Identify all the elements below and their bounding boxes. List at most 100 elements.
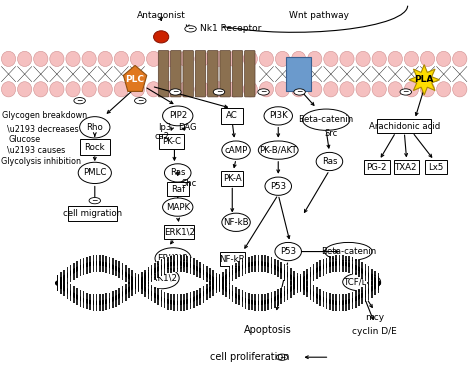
FancyBboxPatch shape [80,139,110,155]
Polygon shape [409,65,439,95]
Text: MAPK: MAPK [166,203,190,212]
Ellipse shape [195,82,209,97]
Ellipse shape [146,82,161,97]
Text: DAG: DAG [178,123,197,132]
Text: PLC: PLC [126,75,145,84]
FancyBboxPatch shape [364,160,390,174]
Ellipse shape [50,82,64,97]
Ellipse shape [420,51,435,66]
FancyBboxPatch shape [183,51,193,97]
Ellipse shape [437,82,451,97]
Text: PK-C: PK-C [162,137,181,146]
Ellipse shape [114,51,128,66]
Ellipse shape [276,354,288,360]
Text: PMLC: PMLC [83,168,107,177]
Ellipse shape [179,51,193,66]
Ellipse shape [308,82,322,97]
Ellipse shape [66,82,80,97]
Ellipse shape [213,89,225,95]
Text: TXA2: TXA2 [395,163,418,172]
Text: −: − [279,353,285,362]
Text: −: − [137,96,144,105]
Ellipse shape [308,51,322,66]
Text: P53: P53 [280,247,296,256]
Text: Rock: Rock [84,142,105,152]
Ellipse shape [259,82,273,97]
Ellipse shape [163,82,177,97]
Ellipse shape [82,51,96,66]
FancyBboxPatch shape [167,182,189,196]
Text: PIP2: PIP2 [169,111,187,120]
Text: ERK1\2: ERK1\2 [146,274,177,283]
FancyBboxPatch shape [232,51,243,97]
Ellipse shape [170,89,181,95]
Text: \u2193 causes: \u2193 causes [7,145,65,154]
Text: Ras: Ras [322,157,337,166]
Text: −: − [172,87,179,97]
Text: mcy: mcy [365,313,384,322]
Ellipse shape [89,198,100,204]
Text: Raf: Raf [171,185,185,194]
Circle shape [154,31,169,43]
Ellipse shape [82,82,96,97]
Ellipse shape [1,51,16,66]
Ellipse shape [130,51,145,66]
Text: PG-2: PG-2 [366,163,387,172]
Ellipse shape [258,89,269,95]
Text: −: − [216,87,222,97]
Text: Glycolysis inhibition: Glycolysis inhibition [1,157,81,166]
FancyBboxPatch shape [377,119,431,133]
Ellipse shape [114,82,128,97]
Ellipse shape [372,82,386,97]
Ellipse shape [74,98,85,104]
Ellipse shape [1,82,16,97]
Text: Beta-catenin: Beta-catenin [299,115,354,124]
Ellipse shape [195,51,209,66]
Ellipse shape [324,51,338,66]
Ellipse shape [98,51,112,66]
Text: NF-kB: NF-kB [219,255,245,264]
Polygon shape [123,65,147,92]
Ellipse shape [243,82,257,97]
FancyBboxPatch shape [68,206,117,221]
Text: cell proliferation: cell proliferation [210,352,290,362]
Ellipse shape [404,51,419,66]
Ellipse shape [66,51,80,66]
Text: PI3K: PI3K [269,111,288,120]
Text: Shc: Shc [182,179,197,188]
Ellipse shape [388,82,402,97]
Ellipse shape [211,82,225,97]
Ellipse shape [259,51,273,66]
Ellipse shape [340,82,354,97]
Ellipse shape [292,51,306,66]
Ellipse shape [294,89,305,95]
Ellipse shape [275,82,290,97]
Text: Apoptosis: Apoptosis [244,325,292,335]
Text: cAMP: cAMP [224,146,248,155]
Text: −: − [260,87,267,97]
FancyBboxPatch shape [159,134,184,149]
FancyBboxPatch shape [286,57,311,91]
Ellipse shape [275,51,290,66]
FancyBboxPatch shape [158,51,169,97]
Text: PK-A: PK-A [223,174,242,183]
Ellipse shape [356,51,370,66]
Ellipse shape [404,82,419,97]
Text: P53: P53 [270,182,286,191]
Ellipse shape [130,82,145,97]
Ellipse shape [243,51,257,66]
FancyBboxPatch shape [221,108,243,124]
Text: Glycogen breakdown: Glycogen breakdown [2,111,88,120]
Text: −: − [91,196,98,205]
Ellipse shape [185,26,196,32]
Ellipse shape [34,51,48,66]
Ellipse shape [340,51,354,66]
Ellipse shape [179,82,193,97]
FancyBboxPatch shape [245,51,255,97]
Text: cell migration: cell migration [63,209,122,218]
Text: cyclin D/E: cyclin D/E [352,327,397,336]
Text: Ras: Ras [170,168,185,177]
Ellipse shape [453,51,467,66]
Ellipse shape [227,82,241,97]
Ellipse shape [400,89,411,95]
